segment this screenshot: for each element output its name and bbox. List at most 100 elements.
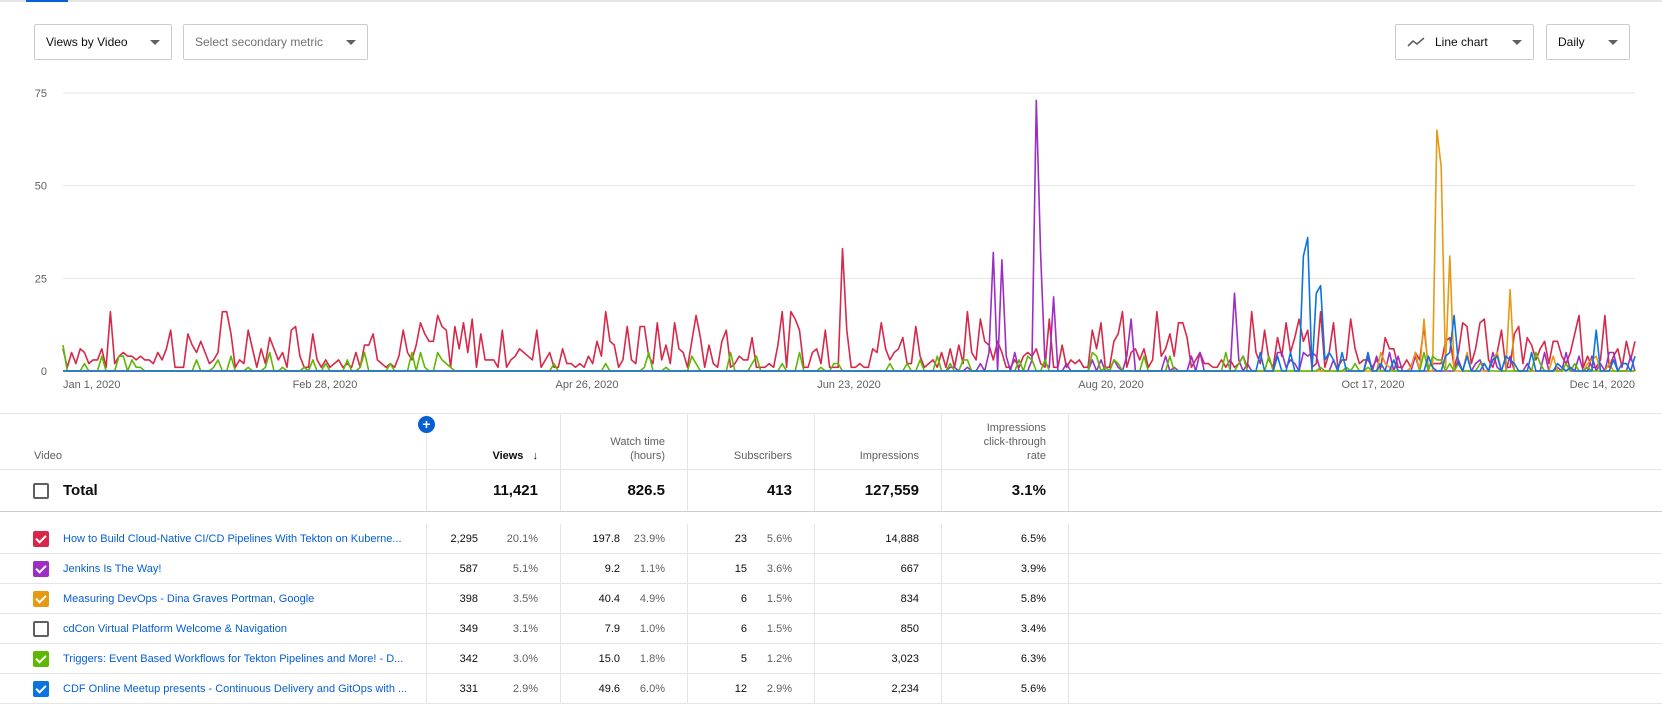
table-row: Triggers: Event Based Workflows for Tekt… <box>0 644 1662 674</box>
x-tick-label: Oct 17, 2020 <box>1342 379 1405 391</box>
table-row: Measuring DevOps - Dina Graves Portman, … <box>0 584 1662 614</box>
watch-time-percent: 1.8% <box>639 652 665 665</box>
chart-type-label: Line chart <box>1435 35 1488 49</box>
video-title: How to Build Cloud-Native CI/CD Pipeline… <box>63 532 402 545</box>
header-views[interactable]: Views ↓ <box>430 449 538 463</box>
total-row: Total 11,421 826.5 413 127,559 3.1% <box>0 470 1662 512</box>
row-checkbox[interactable] <box>33 650 49 667</box>
video-title-link[interactable]: Triggers: Event Based Workflows for Tekt… <box>63 644 418 673</box>
header-watch-time-line1: Watch time <box>610 436 665 448</box>
header-views-label: Views <box>492 450 524 462</box>
impressions-value: 667 <box>900 562 919 575</box>
video-title: Triggers: Event Based Workflows for Tekt… <box>63 652 404 665</box>
active-tab-indicator <box>26 0 68 2</box>
watch-time-percent: 1.0% <box>639 622 665 635</box>
watch-time-percent: 6.0% <box>639 682 665 695</box>
header-video: Video <box>34 450 62 462</box>
x-tick-label: Jun 23, 2020 <box>817 379 881 391</box>
ctr-value: 6.3% <box>1020 652 1046 665</box>
total-checkbox[interactable] <box>33 482 49 499</box>
total-subscribers: 413 <box>766 482 792 499</box>
header-watch-time-line2: (hours) <box>630 450 665 462</box>
impressions-value: 2,234 <box>891 682 919 695</box>
total-label: Total <box>63 482 98 499</box>
total-watch-time: 826.5 <box>627 482 665 499</box>
ctr-value: 3.9% <box>1020 562 1046 575</box>
row-checkbox[interactable] <box>33 680 49 697</box>
watch-time-value: 7.9 <box>604 622 620 635</box>
impressions-value: 834 <box>900 592 919 605</box>
header-subscribers[interactable]: Subscribers <box>733 450 792 462</box>
subscribers-value: 12 <box>734 682 747 695</box>
row-checkbox[interactable] <box>33 560 49 577</box>
video-title-link[interactable]: Measuring DevOps - Dina Graves Portman, … <box>63 584 418 613</box>
chevron-down-icon <box>1608 39 1618 45</box>
y-tick-label: 0 <box>41 366 47 378</box>
x-tick-label: Aug 20, 2020 <box>1078 379 1143 391</box>
table-row: How to Build Cloud-Native CI/CD Pipeline… <box>0 524 1662 554</box>
views-percent: 2.9% <box>512 682 538 695</box>
x-tick-label: Apr 26, 2020 <box>556 379 619 391</box>
watch-time-value: 40.4 <box>598 592 620 605</box>
x-tick-label: Feb 28, 2020 <box>293 379 358 391</box>
interval-dropdown[interactable]: Daily <box>1546 24 1630 60</box>
views-percent: 3.1% <box>512 622 538 635</box>
watch-time-percent: 23.9% <box>633 532 665 545</box>
primary-metric-dropdown[interactable]: Views by Video <box>34 24 172 60</box>
y-tick-label: 25 <box>35 273 47 285</box>
series-line <box>63 129 1635 372</box>
video-title-link[interactable]: cdCon Virtual Platform Welcome & Navigat… <box>63 614 418 643</box>
chevron-down-icon <box>150 39 160 45</box>
row-checkbox[interactable] <box>33 530 49 547</box>
table-header: Video + Views ↓ Watch time (hours) Subsc… <box>0 413 1662 470</box>
impressions-value: 850 <box>900 622 919 635</box>
header-impressions[interactable]: Impressions <box>859 450 919 462</box>
x-tick-label: Jan 1, 2020 <box>63 379 121 391</box>
row-checkbox[interactable] <box>33 590 49 607</box>
views-value: 2,295 <box>450 532 478 545</box>
interval-label: Daily <box>1558 35 1585 49</box>
views-value: 349 <box>459 622 478 635</box>
ctr-value: 5.6% <box>1020 682 1046 695</box>
chart-type-dropdown[interactable]: Line chart <box>1395 24 1534 60</box>
watch-time-value: 9.2 <box>604 562 620 575</box>
views-value: 398 <box>459 592 478 605</box>
views-percent: 20.1% <box>506 532 538 545</box>
subscribers-percent: 1.2% <box>766 652 792 665</box>
video-title: Measuring DevOps - Dina Graves Portman, … <box>63 592 315 605</box>
video-title-link[interactable]: CDF Online Meetup presents - Continuous … <box>63 674 418 703</box>
series-line <box>62 247 1636 369</box>
chevron-down-icon <box>1512 39 1522 45</box>
header-ctr[interactable]: Impressions click-through rate <box>945 421 1046 463</box>
top-divider <box>0 0 1662 2</box>
x-tick-label: Dec 14, 2020 <box>1570 379 1635 391</box>
series-line <box>63 99 1636 372</box>
video-title: Jenkins Is The Way! <box>63 562 162 575</box>
ctr-value: 6.5% <box>1020 532 1046 545</box>
video-title-link[interactable]: How to Build Cloud-Native CI/CD Pipeline… <box>63 524 418 553</box>
total-ctr: 3.1% <box>1011 482 1046 499</box>
watch-time-value: 49.6 <box>598 682 620 695</box>
subscribers-percent: 1.5% <box>766 592 792 605</box>
header-ctr-line1: Impressions <box>986 422 1046 434</box>
table-row: CDF Online Meetup presents - Continuous … <box>0 674 1662 704</box>
table-row: Jenkins Is The Way! 587 5.1% 9.2 1.1% 15… <box>0 554 1662 584</box>
header-ctr-line2: click-through <box>983 436 1046 448</box>
secondary-metric-dropdown[interactable]: Select secondary metric <box>183 24 368 60</box>
views-value: 331 <box>459 682 478 695</box>
subscribers-percent: 1.5% <box>766 622 792 635</box>
add-metric-button[interactable]: + <box>418 416 435 433</box>
ctr-value: 3.4% <box>1020 622 1046 635</box>
subscribers-percent: 2.9% <box>766 682 792 695</box>
views-percent: 3.0% <box>512 652 538 665</box>
impressions-value: 14,888 <box>885 532 919 545</box>
total-views: 11,421 <box>492 482 538 499</box>
video-title-link[interactable]: Jenkins Is The Way! <box>63 554 418 583</box>
total-impressions: 127,559 <box>864 482 919 499</box>
y-tick-label: 75 <box>35 88 47 100</box>
header-watch-time[interactable]: Watch time (hours) <box>564 435 665 463</box>
header-ctr-line3: rate <box>1027 450 1046 462</box>
row-checkbox[interactable] <box>33 620 49 637</box>
subscribers-value: 6 <box>740 622 747 635</box>
views-percent: 3.5% <box>512 592 538 605</box>
